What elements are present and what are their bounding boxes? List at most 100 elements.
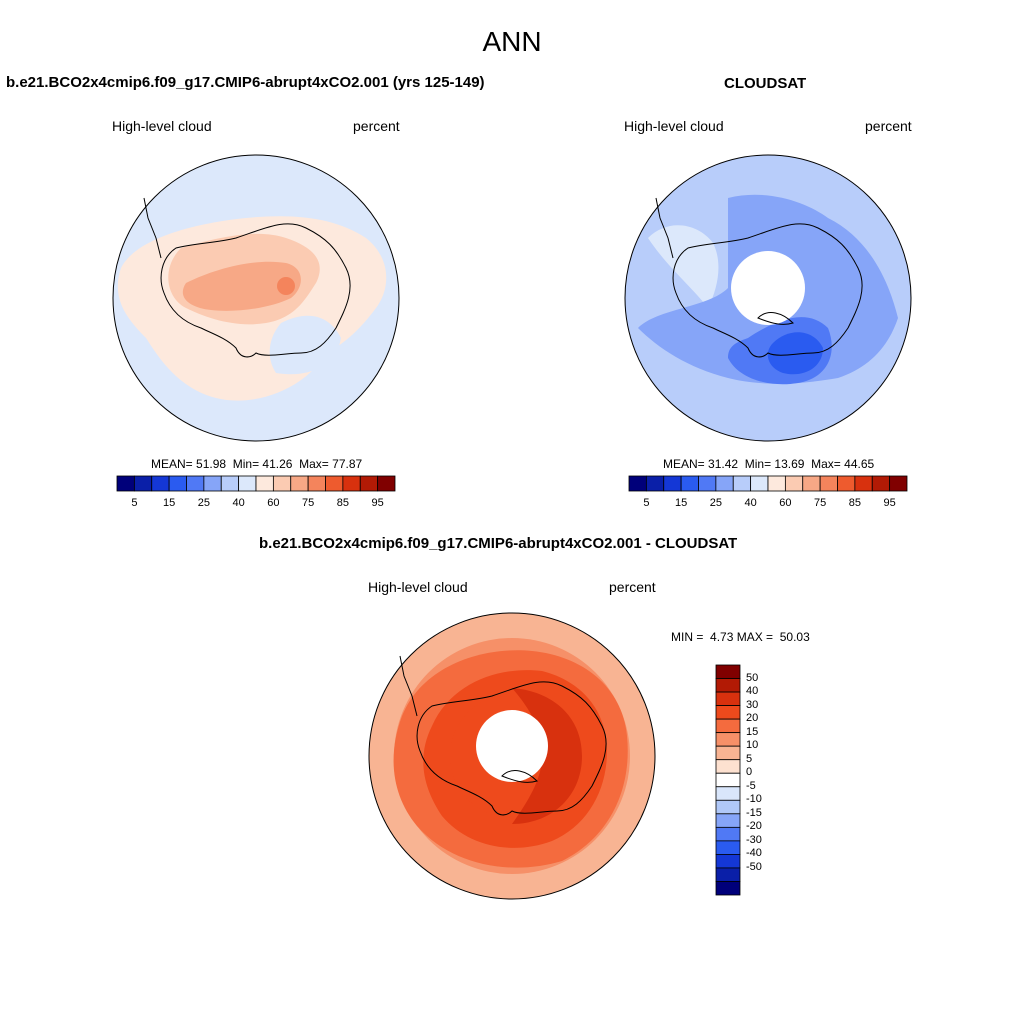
panel3-colorbar-swatch <box>715 854 741 869</box>
panel3-colorbar-swatch <box>715 826 741 842</box>
panel2-colorbar-swatch <box>628 475 647 492</box>
figure-title: ANN <box>482 26 542 57</box>
panel2-colorbar-swatch <box>715 475 734 492</box>
panel1-colorbar-tick-label: 75 <box>302 497 315 509</box>
panel2-colorbar-swatch <box>889 475 908 492</box>
panel2-colorbar-swatch <box>871 475 891 492</box>
panel3-colorbar-tick-label: -50 <box>746 860 762 873</box>
panel3-colorbar-swatch <box>715 799 741 815</box>
panel2-colorbar-tick-label: 95 <box>883 497 896 509</box>
panel3-colorbar-swatch <box>715 678 741 693</box>
panel3-colorbar-swatch <box>715 691 741 706</box>
panel3-colorbar-swatch <box>715 881 741 896</box>
panel3-colorbar-tick-label: 50 <box>746 671 759 684</box>
panel2-colorbar-swatch <box>663 475 682 492</box>
panel2-colorbar-swatch <box>854 475 873 492</box>
panel1-colorbar-tick-label: 15 <box>163 497 176 509</box>
panel3-colorbar-swatch <box>715 772 741 788</box>
panel1-colorbar-swatch <box>220 475 240 492</box>
panel1-colorbar-swatch <box>359 475 379 492</box>
panel3-colorbar-ticks: 50 40 30 20 15 10 5 0 -5 -10 -15 -20 -30 -40 -50 <box>746 665 776 895</box>
panel3-colorbar-swatch <box>715 840 741 855</box>
panel2-mean: 31.42 <box>708 457 739 471</box>
panel1-title: b.e21.BCO2x4cmip6.f09_g17.CMIP6-abrupt4x… <box>6 74 485 91</box>
panel1-units: percent <box>353 118 400 134</box>
panel1-variable: High-level cloud <box>112 118 212 134</box>
panel1-stats: MEAN= 51.98 Min= 41.26 Max= 77.87 <box>151 457 363 471</box>
panel3-colorbar-tick-label: -5 <box>746 779 756 792</box>
panel1-colorbar-tick-label: 5 <box>131 497 138 509</box>
panel3-max: 50.03 <box>779 630 810 644</box>
panel2-colorbar-swatch <box>767 475 786 492</box>
panel1-max: 77.87 <box>332 457 363 471</box>
panel2-colorbar-tick-label: 85 <box>848 497 861 509</box>
panel2-colorbar-swatch <box>750 475 769 492</box>
panel2-variable: High-level cloud <box>624 118 724 134</box>
panel1-colorbar-swatch <box>151 475 170 492</box>
panel3-colorbar-swatch <box>715 813 741 828</box>
panel1-colorbar <box>116 475 396 492</box>
panel3-colorbar-swatch <box>715 664 741 679</box>
panel1-colorbar-swatch <box>290 475 309 492</box>
panel3-colorbar-swatch <box>715 786 741 801</box>
panel2-colorbar-swatch <box>837 475 856 492</box>
panel1-colorbar-tick-label: 95 <box>371 497 384 509</box>
panel1-colorbar-swatch <box>238 475 257 492</box>
panel3-colorbar-tick-label: 5 <box>746 752 753 765</box>
panel3-colorbar-swatch <box>715 718 741 734</box>
panel2-colorbar-tick-label: 40 <box>744 497 757 509</box>
panel1-colorbar-swatch <box>186 475 205 492</box>
panel3-colorbar-tick-label: -20 <box>746 820 762 833</box>
panel2-colorbar-tick-label: 15 <box>675 497 688 509</box>
panel3-units: percent <box>609 579 656 595</box>
panel3-map <box>368 612 656 900</box>
panel1-colorbar-tick-label: 85 <box>336 497 349 509</box>
panel1-mean: 51.98 <box>196 457 227 471</box>
panel2-map <box>624 154 912 442</box>
panel1-colorbar-tick-label: 25 <box>197 497 210 509</box>
panel3-title: b.e21.BCO2x4cmip6.f09_g17.CMIP6-abrupt4x… <box>259 535 738 552</box>
panel1-colorbar-tick-label: 40 <box>232 497 245 509</box>
panel1-colorbar-swatch <box>377 475 396 492</box>
panel3-colorbar-tick-label: -15 <box>746 806 762 819</box>
panel1-map <box>112 154 400 442</box>
panel2-stats: MEAN= 31.42 Min= 13.69 Max= 44.65 <box>663 457 875 471</box>
panel1-min: 41.26 <box>262 457 293 471</box>
panel1-colorbar-swatch <box>272 475 292 492</box>
panel2-colorbar-tick-label: 60 <box>779 497 792 509</box>
panel1-colorbar-swatch <box>307 475 326 492</box>
panel3-colorbar <box>715 664 741 896</box>
panel1-colorbar-swatch <box>325 475 344 492</box>
panel3-colorbar-swatch <box>715 705 741 720</box>
panel1-colorbar-swatch <box>168 475 187 492</box>
panel3-colorbar-tick-label: 30 <box>746 698 759 711</box>
panel3-colorbar-tick-label: -40 <box>746 847 762 860</box>
panel2-colorbar-swatch <box>802 475 821 492</box>
panel3-colorbar-tick-label: -30 <box>746 833 762 846</box>
panel2-colorbar <box>628 475 908 492</box>
panel3-stats: MIN = 4.73 MAX = 50.03 <box>671 630 810 644</box>
panel1-colorbar-swatch <box>255 475 274 492</box>
panel3-colorbar-tick-label: 10 <box>746 739 759 752</box>
panel1-colorbar-swatch <box>203 475 222 492</box>
panel3-colorbar-swatch <box>715 745 741 761</box>
panel2-min: 13.69 <box>774 457 805 471</box>
panel1-colorbar-swatch <box>133 475 153 492</box>
panel3-min: 4.73 <box>710 630 734 644</box>
panel3-variable: High-level cloud <box>368 579 468 595</box>
panel2-units: percent <box>865 118 912 134</box>
panel3-colorbar-tick-label: 15 <box>746 725 759 738</box>
panel3-colorbar-tick-label: 0 <box>746 766 753 779</box>
panel2-colorbar-swatch <box>645 475 665 492</box>
panel2-colorbar-swatch <box>819 475 838 492</box>
panel3-colorbar-tick-label: -10 <box>746 793 762 806</box>
panel1-colorbar-swatch <box>116 475 135 492</box>
panel3-colorbar-swatch <box>715 732 741 747</box>
panel3-colorbar-tick-label: 20 <box>746 712 759 725</box>
panel2-title: CLOUDSAT <box>724 75 807 92</box>
panel3-colorbar-swatch <box>715 759 741 774</box>
panel1-colorbar-tick-label: 60 <box>267 497 280 509</box>
panel2-colorbar-swatch <box>732 475 752 492</box>
panel2-colorbar-tick-label: 25 <box>709 497 722 509</box>
panel2-max: 44.65 <box>844 457 875 471</box>
